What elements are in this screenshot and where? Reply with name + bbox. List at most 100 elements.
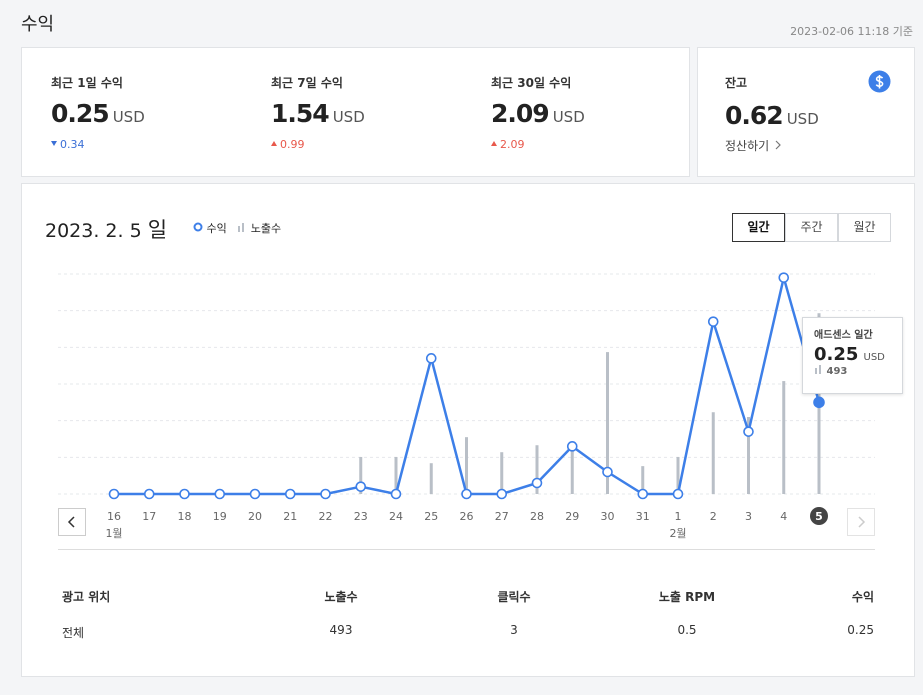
legend-bar-icon — [238, 223, 245, 232]
revenue-point — [108, 488, 120, 500]
balance-value: 0.62 USD — [725, 101, 819, 130]
impression-bar — [429, 463, 433, 494]
tab-weekly[interactable]: 주간 — [785, 213, 838, 242]
unit: USD — [112, 108, 145, 126]
x-tick-label: 16 — [107, 510, 121, 523]
revenue-point — [743, 426, 754, 437]
card-value: 2.09 USD — [491, 99, 585, 128]
impression-bar — [606, 352, 609, 494]
revenue-point — [707, 316, 719, 327]
table-header: 광고 위치 — [62, 590, 111, 604]
impression-bar — [641, 466, 645, 494]
revenue-point — [602, 466, 613, 478]
card-change: 0.99 — [271, 138, 305, 151]
x-tick-label: 2 — [710, 510, 717, 523]
value: 0.62 — [725, 101, 784, 130]
date-suffix: 일 — [147, 218, 168, 242]
x-tick-label: 28 — [530, 510, 544, 523]
revenue-point — [496, 488, 508, 500]
unit: USD — [786, 110, 819, 128]
tab-monthly[interactable]: 월간 — [838, 213, 891, 242]
x-tick-label: 26 — [460, 510, 474, 523]
revenue-point — [179, 488, 190, 500]
chevron — [775, 140, 782, 150]
page-title: 수익 — [21, 14, 55, 35]
unit: USD — [332, 108, 365, 126]
value: 0.25 — [51, 99, 110, 128]
card-label: 최근 1일 수익 — [51, 76, 123, 90]
x-tick-label: 19 — [213, 510, 227, 523]
x-tick-label: 25 — [424, 510, 438, 523]
table-cell: 0.5 — [677, 623, 697, 637]
revenue-point — [249, 488, 261, 500]
x-tick-label: 17 — [142, 510, 156, 523]
legend-line-icon — [193, 222, 203, 232]
balance-label: 잔고 — [725, 76, 748, 90]
tooltip-unit: USD — [863, 352, 885, 363]
revenue-point — [425, 353, 437, 364]
revenue-point — [778, 272, 790, 283]
chart-date: 2023. 2. 5 일 — [45, 214, 167, 244]
value: 2.09 — [491, 99, 550, 128]
tooltip-title: 애드센스 일간 — [814, 330, 873, 341]
card-value: 1.54 USD — [271, 99, 365, 128]
revenue-point — [813, 396, 825, 409]
card-change: 0.34 — [51, 138, 85, 151]
revenue-point — [320, 488, 331, 500]
balance-card — [697, 47, 915, 177]
x-tick-label: 22 — [319, 510, 333, 523]
impression-bar — [500, 452, 504, 494]
card-label: 최근 7일 수익 — [271, 76, 343, 90]
value: 1.54 — [271, 99, 330, 128]
next-button[interactable] — [847, 508, 875, 536]
revenue-point — [143, 488, 155, 500]
table-cell: 493 — [329, 623, 353, 637]
table-header: 노출 RPM — [658, 590, 716, 604]
unit: USD — [552, 108, 585, 126]
settle-link[interactable]: 정산하기 — [725, 137, 783, 154]
table-cell: 3 — [510, 623, 518, 637]
timestamp: 2023-02-06 11:18 기준 — [790, 25, 913, 38]
revenue-point — [355, 481, 367, 492]
divider — [58, 549, 875, 550]
table-header: 노출수 — [324, 590, 358, 604]
revenue-point — [214, 488, 226, 500]
revenue-point — [390, 488, 402, 500]
impression-bar — [359, 456, 363, 494]
dollar-icon — [868, 70, 891, 93]
revenue-point — [531, 477, 543, 489]
impression-bar — [747, 417, 750, 494]
prev-button[interactable] — [58, 508, 86, 536]
tab-daily[interactable]: 일간 — [732, 213, 785, 242]
x-tick-label: 24 — [389, 510, 403, 523]
date: 2023. 2. 5 — [45, 220, 142, 242]
summary-card — [21, 47, 690, 177]
revenue-point — [672, 488, 684, 500]
card-value: 0.25 USD — [51, 99, 145, 128]
table-header: 수익 — [851, 590, 874, 604]
tooltip-impressions: 493 — [826, 366, 848, 377]
x-tick-label: 5 — [815, 510, 823, 523]
impression-bar — [465, 437, 468, 494]
x-tick-label: 31 — [636, 510, 650, 523]
tooltip: 애드센스 일간 0.25 USD 493 — [802, 317, 903, 394]
x-tick-label: 27 — [495, 510, 509, 523]
settle-text[interactable]: 정산하기 — [725, 139, 770, 153]
impression-bar — [676, 456, 680, 494]
x-group-label: 1월 — [105, 527, 122, 540]
impression-bar — [711, 412, 715, 494]
tooltip-value: 0.25 — [814, 344, 859, 365]
table-cell: 0.25 — [847, 623, 874, 637]
x-tick-label: 21 — [283, 510, 297, 523]
x-tick-label: 30 — [601, 510, 615, 523]
x-tick-label: 18 — [178, 510, 192, 523]
chart-panel — [21, 183, 915, 677]
bar-icon — [815, 365, 821, 374]
impression-bar — [535, 445, 539, 494]
legend-label: 수익 — [206, 222, 227, 235]
card-change: 2.09 — [491, 138, 525, 151]
selected-day-badge — [810, 507, 828, 525]
x-tick-label: 1 — [675, 510, 682, 523]
